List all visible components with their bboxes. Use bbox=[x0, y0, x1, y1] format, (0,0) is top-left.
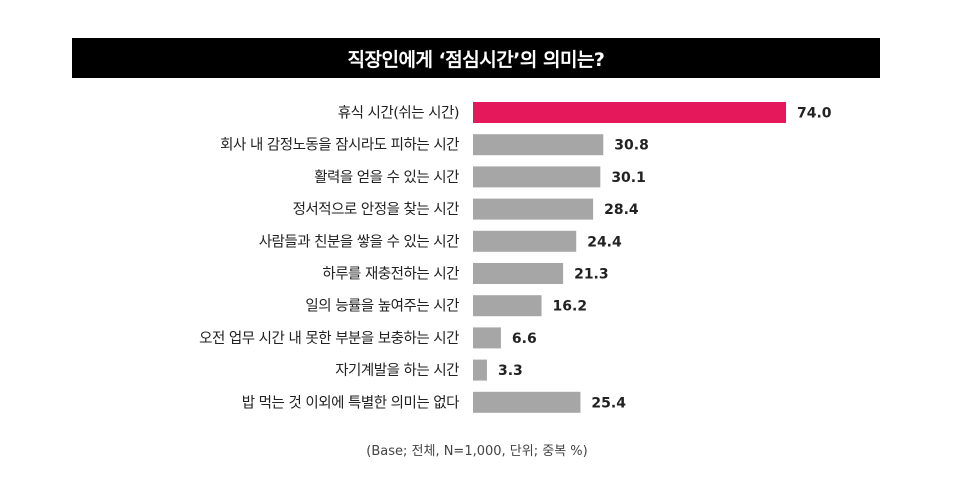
bar bbox=[473, 359, 487, 381]
value-label: 25.4 bbox=[591, 395, 626, 411]
bar bbox=[473, 134, 604, 156]
value-label: 74.0 bbox=[797, 106, 832, 122]
category-label: 휴식 시간(쉬는 시간) bbox=[338, 105, 459, 122]
bar bbox=[473, 166, 601, 188]
category-label: 일의 능률을 높여주는 시간 bbox=[305, 298, 459, 315]
category-label: 활력을 얻을 수 있는 시간 bbox=[314, 169, 459, 186]
category-label: 오전 업무 시간 내 못한 부분을 보충하는 시간 bbox=[199, 330, 459, 347]
bar bbox=[473, 102, 786, 123]
chart-title: 직장인에게 ‘점심시간’의 의미는? bbox=[72, 38, 880, 78]
bar bbox=[473, 327, 501, 349]
value-label: 30.1 bbox=[611, 170, 646, 186]
category-label: 정서적으로 안정을 찾는 시간 bbox=[293, 201, 460, 218]
bar bbox=[473, 198, 594, 220]
chart-footnote: (Base; 전체, N=1,000, 단위; 중복 %) bbox=[366, 444, 588, 459]
value-label: 28.4 bbox=[604, 202, 639, 218]
value-label: 30.8 bbox=[614, 138, 649, 154]
value-label: 16.2 bbox=[553, 299, 588, 315]
value-label: 6.6 bbox=[512, 331, 537, 347]
category-label: 하루를 재충전하는 시간 bbox=[322, 266, 459, 283]
value-label: 24.4 bbox=[587, 234, 622, 250]
category-label: 사람들과 친분을 쌓을 수 있는 시간 bbox=[259, 233, 459, 250]
bar bbox=[473, 263, 564, 284]
category-label: 회사 내 감정노동을 잠시라도 피하는 시간 bbox=[220, 137, 459, 154]
category-label: 밥 먹는 것 이외에 특별한 의미는 없다 bbox=[242, 394, 459, 411]
bar bbox=[473, 391, 581, 413]
value-label: 21.3 bbox=[574, 267, 609, 283]
bar bbox=[473, 295, 542, 317]
value-label: 3.3 bbox=[498, 363, 523, 379]
bar bbox=[473, 230, 577, 252]
category-label: 자기계발을 하는 시간 bbox=[335, 362, 459, 379]
